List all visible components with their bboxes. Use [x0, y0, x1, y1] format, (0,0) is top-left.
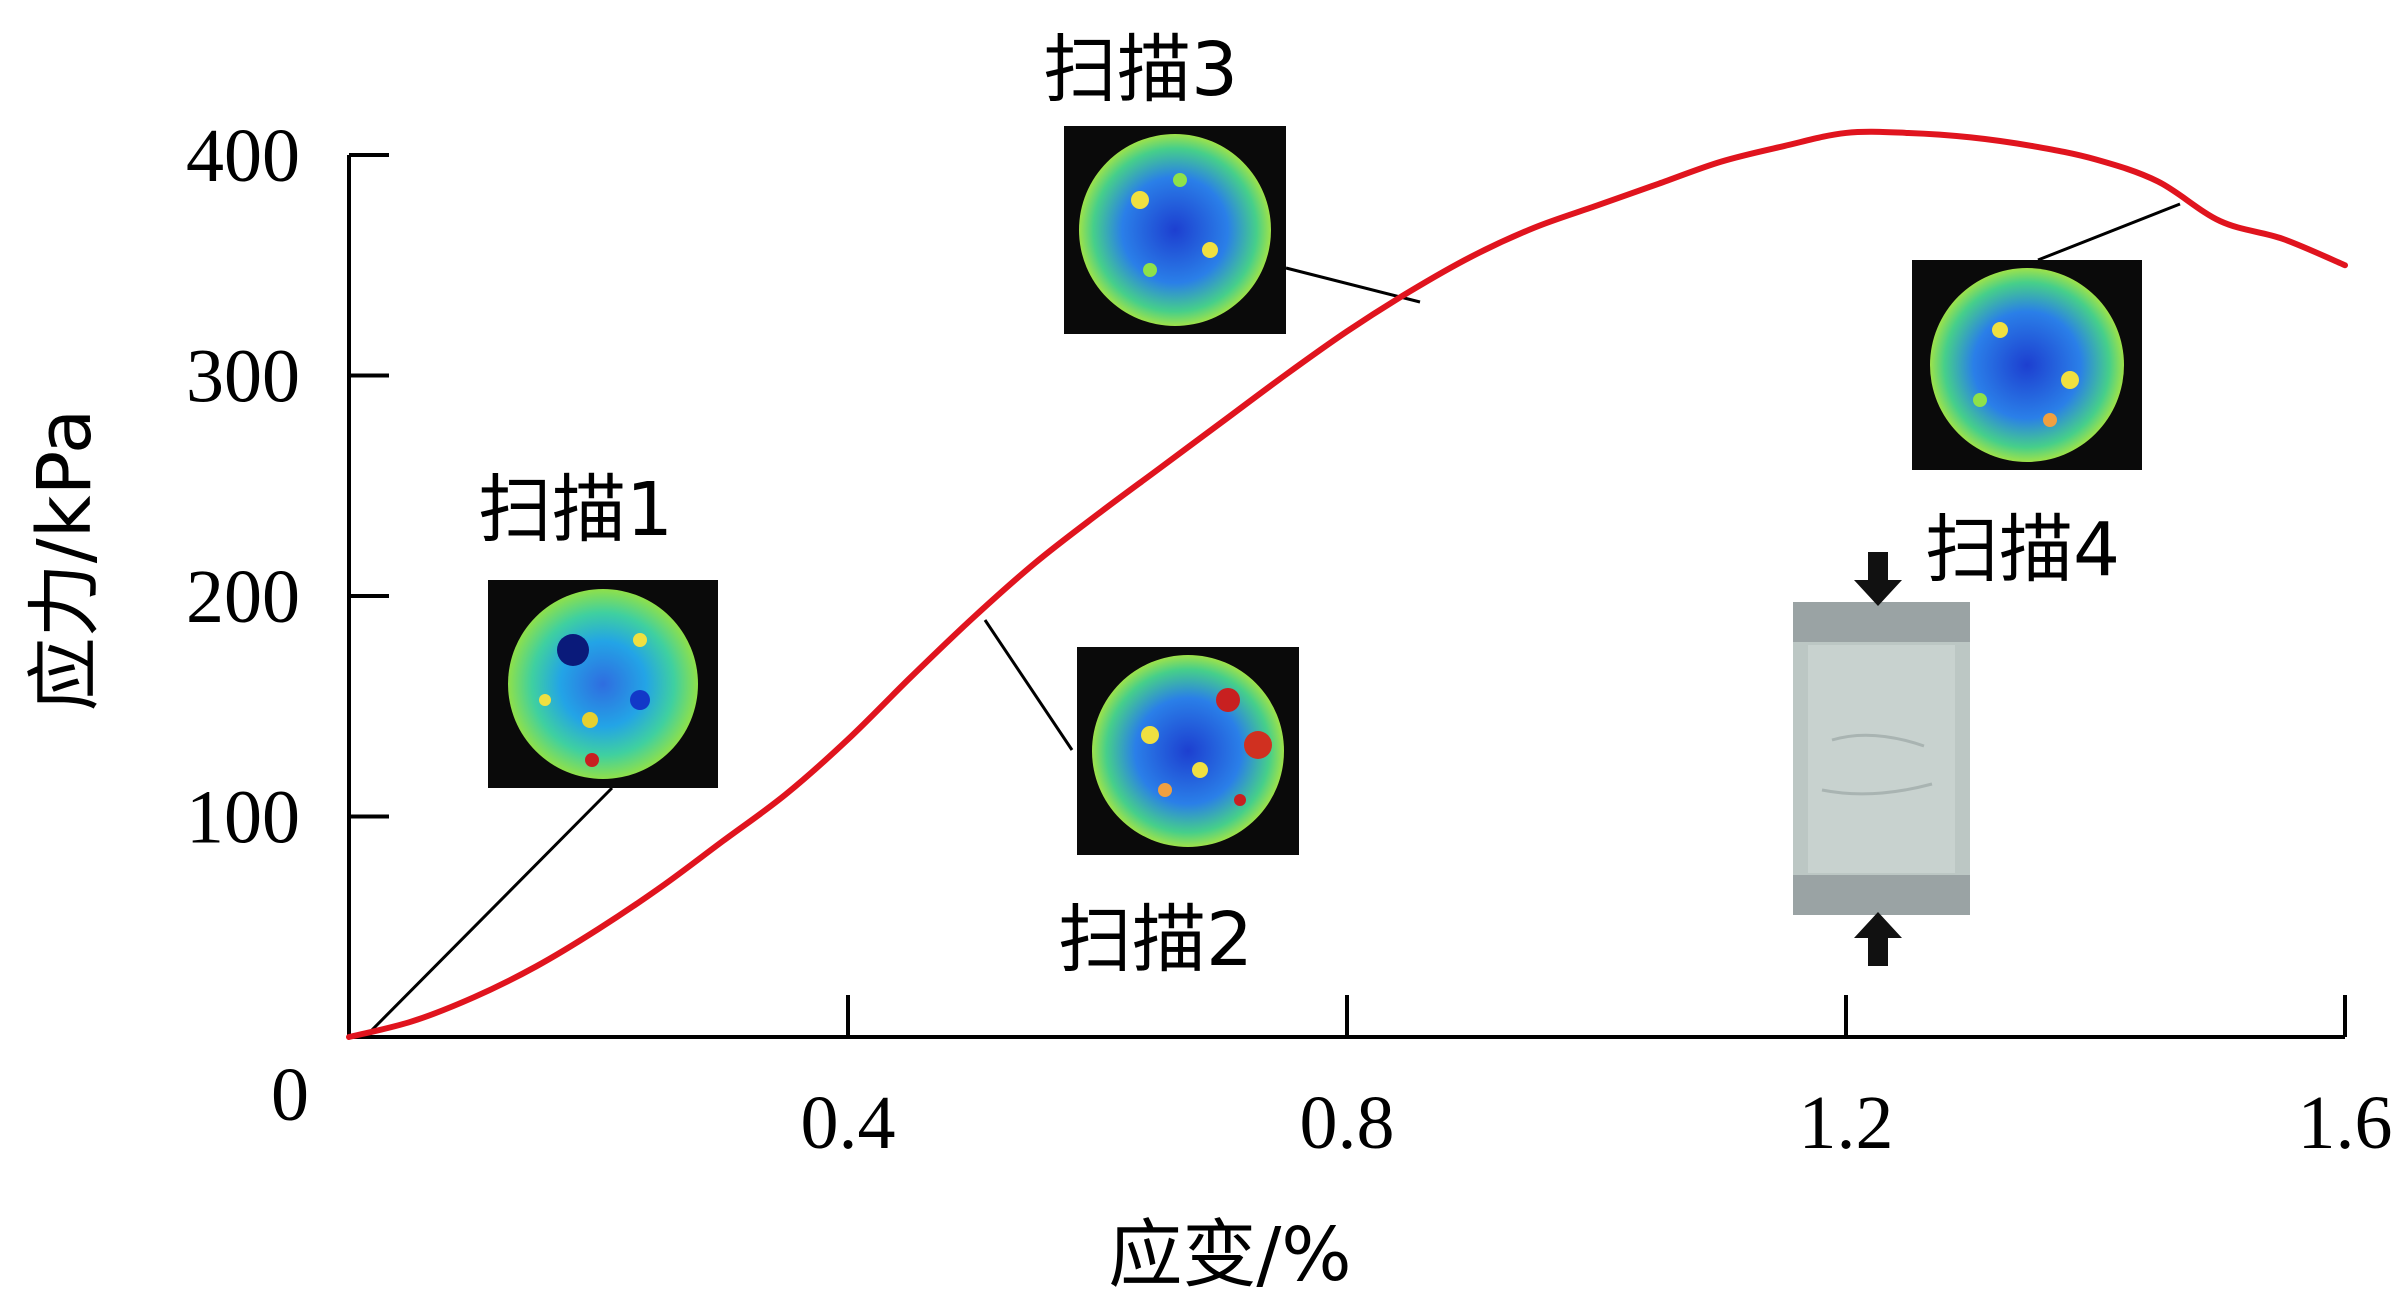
stress-strain-curve [346, 128, 2348, 1040]
scan-1-label: 扫描1 [478, 467, 673, 553]
load-arrow-up-icon [1854, 912, 1902, 966]
axis-ticks [349, 153, 2347, 1037]
y-tick-label: 100 [186, 776, 300, 860]
scan-2-leader [983, 619, 1074, 751]
x-tick-label: 1.6 [2298, 1081, 2393, 1165]
y-tick-label: 300 [186, 335, 300, 419]
x-tick-label: 0.4 [801, 1081, 896, 1165]
x-tick-label: 1.2 [1799, 1081, 1894, 1165]
y-axis-title: 应力/kPa [22, 409, 108, 711]
load-arrow-down-icon [1854, 552, 1902, 606]
axis-tick-labels: 0.4 0.8 1.2 1.6 100 200 300 400 [186, 114, 2393, 1165]
scan-1-image [488, 580, 718, 788]
y-tick-label: 200 [186, 555, 300, 639]
scan-2-label: 扫描2 [1058, 897, 1253, 983]
scan-4-leader [2037, 202, 2181, 262]
origin-label: 0 [271, 1053, 309, 1137]
scan-4-image [1912, 260, 2142, 470]
x-tick-label: 0.8 [1300, 1081, 1395, 1165]
specimen-photo [1793, 602, 1970, 915]
scan-1-leader [363, 786, 614, 1039]
scan-2-image [1077, 647, 1299, 855]
y-tick-label: 400 [186, 114, 300, 198]
scan-4-label: 扫描4 [1925, 507, 2120, 593]
scan-3-label: 扫描3 [1043, 27, 1238, 113]
scan-3-image [1064, 126, 1286, 334]
x-axis-title: 应变/% [1108, 1212, 1351, 1298]
